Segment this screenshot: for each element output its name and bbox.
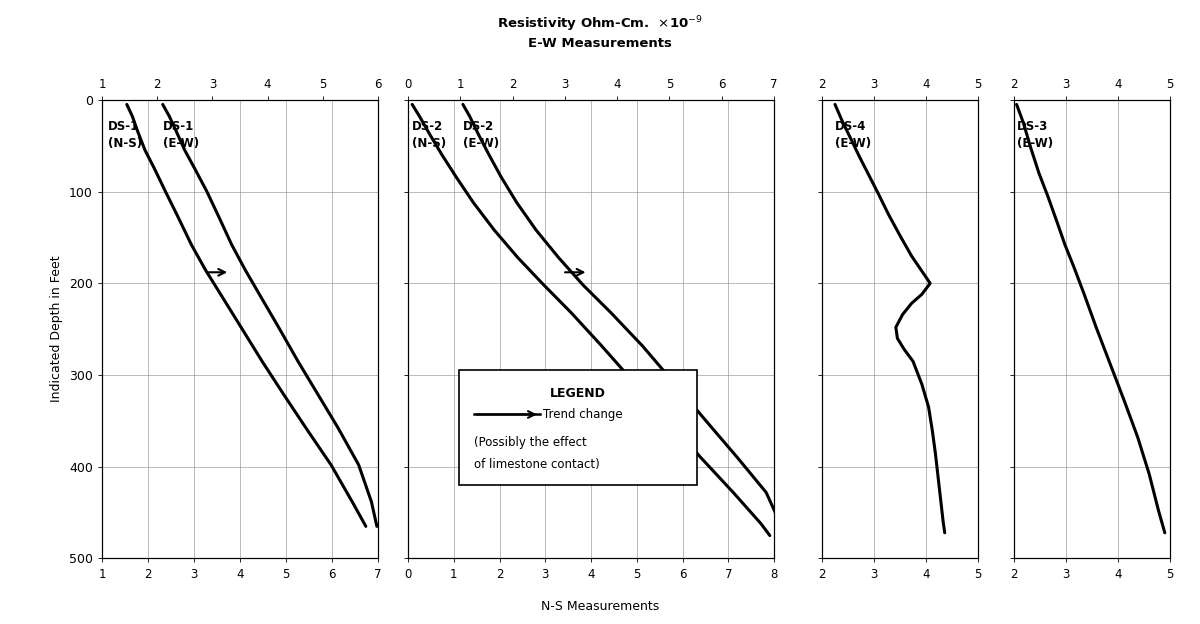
Text: (E-W): (E-W): [1016, 137, 1052, 150]
Text: (E-W): (E-W): [163, 137, 199, 150]
Text: (E-W): (E-W): [835, 137, 871, 150]
Text: E-W Measurements: E-W Measurements: [528, 37, 672, 50]
Text: DS-1: DS-1: [163, 120, 194, 133]
Text: DS-4: DS-4: [835, 120, 866, 133]
Text: (N-S): (N-S): [412, 137, 446, 150]
Text: (N-S): (N-S): [108, 137, 142, 150]
Text: (Possibly the effect: (Possibly the effect: [474, 436, 587, 449]
Text: DS-2: DS-2: [412, 120, 444, 133]
Text: LEGEND: LEGEND: [551, 387, 606, 400]
Text: N-S Measurements: N-S Measurements: [541, 600, 659, 613]
Text: Trend change: Trend change: [544, 408, 623, 421]
Text: DS-1: DS-1: [108, 120, 139, 133]
Text: DS-3: DS-3: [1016, 120, 1048, 133]
Text: (E-W): (E-W): [463, 137, 499, 150]
Text: DS-2: DS-2: [463, 120, 494, 133]
Text: Resistivity Ohm-Cm.  $\times$10$^{-9}$: Resistivity Ohm-Cm. $\times$10$^{-9}$: [497, 15, 703, 34]
Y-axis label: Indicated Depth in Feet: Indicated Depth in Feet: [50, 256, 64, 402]
Text: of limestone contact): of limestone contact): [474, 459, 600, 472]
Bar: [460, 371, 697, 485]
